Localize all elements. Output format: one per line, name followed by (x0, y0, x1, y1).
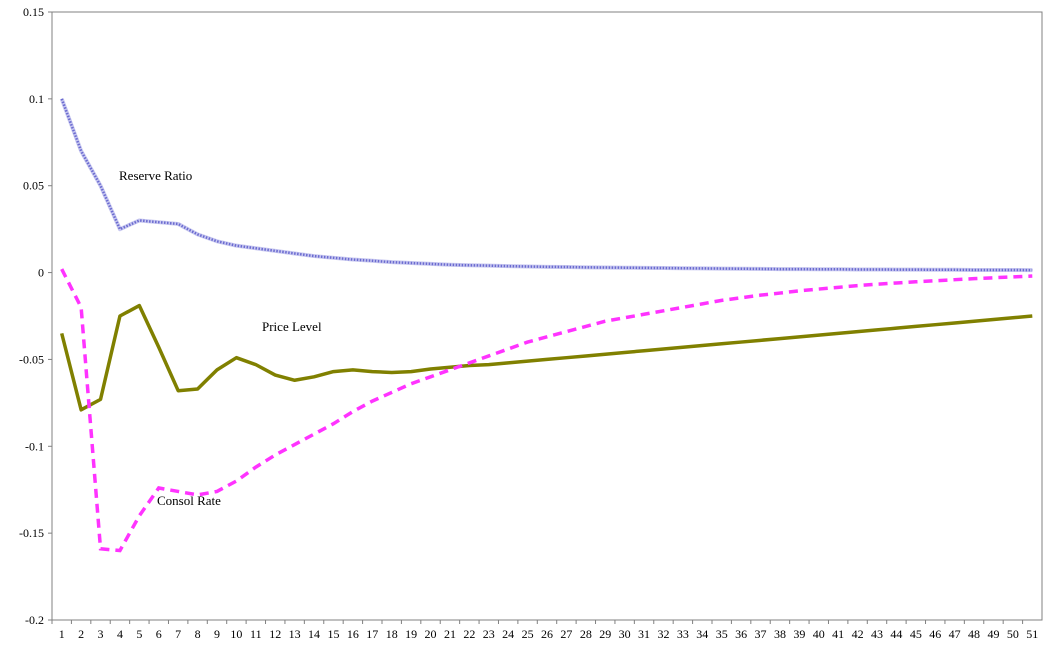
series-reserve-ratio (59, 98, 1033, 273)
x-tick-label: 36 (735, 627, 747, 641)
x-tick-label: 33 (677, 627, 689, 641)
x-tick-label: 12 (269, 627, 281, 641)
y-tick-label: 0 (38, 266, 44, 280)
x-tick-label: 1 (59, 627, 65, 641)
x-tick-label: 4 (117, 627, 123, 641)
annotation-consol-rate: Consol Rate (157, 493, 221, 508)
x-tick-label: 17 (366, 627, 378, 641)
x-tick-label: 28 (580, 627, 592, 641)
series-layer (59, 98, 1033, 553)
x-tick-label: 24 (502, 627, 514, 641)
y-tick-label: -0.05 (19, 352, 44, 366)
annotations: Reserve Ratio Price Level Consol Rate (119, 168, 322, 508)
x-tick-label: 41 (832, 627, 844, 641)
annotation-price-level: Price Level (262, 319, 322, 334)
x-tick-label: 2 (78, 627, 84, 641)
x-tick-label: 10 (230, 627, 242, 641)
x-tick-label: 40 (813, 627, 825, 641)
x-tick-label: 29 (599, 627, 611, 641)
x-tick-label: 27 (560, 627, 572, 641)
y-tick-label: 0.05 (23, 179, 44, 193)
x-tick-label: 42 (852, 627, 864, 641)
series-line-reserve-ratio (60, 98, 1033, 272)
x-tick-label: 51 (1026, 627, 1038, 641)
series-consol-rate (60, 268, 1033, 553)
x-tick-label: 21 (444, 627, 456, 641)
series-line-consol-rate (60, 268, 1033, 553)
x-tick-label: 26 (541, 627, 553, 641)
x-tick-label: 50 (1007, 627, 1019, 641)
x-tick-label: 13 (289, 627, 301, 641)
x-tick-label: 31 (638, 627, 650, 641)
x-tick-label: 46 (929, 627, 941, 641)
x-tick-label: 6 (156, 627, 162, 641)
y-tick-label: 0.15 (23, 5, 44, 19)
series-line-reserve-ratio-halo (59, 98, 1033, 273)
annotation-reserve-ratio: Reserve Ratio (119, 168, 192, 183)
y-tick-label: -0.1 (25, 439, 44, 453)
x-tick-label: 43 (871, 627, 883, 641)
x-tick-label: 14 (308, 627, 320, 641)
x-tick-label: 39 (793, 627, 805, 641)
x-tick-label: 38 (774, 627, 786, 641)
series-line-price-level (60, 303, 1033, 412)
x-tick-label: 3 (98, 627, 104, 641)
x-tick-label: 15 (327, 627, 339, 641)
x-tick-label: 11 (250, 627, 262, 641)
x-tick-label: 47 (949, 627, 961, 641)
y-tick-label: 0.1 (29, 92, 44, 106)
y-tick-label: -0.15 (19, 526, 44, 540)
x-tick-label: 35 (716, 627, 728, 641)
x-tick-label: 19 (405, 627, 417, 641)
x-tick-label: 48 (968, 627, 980, 641)
plot-area (51, 11, 1043, 621)
x-tick-label: 7 (175, 627, 181, 641)
x-tick-label: 5 (136, 627, 142, 641)
y-axis: 0.15 0.1 0.05 0 -0.05 -0.1 -0.15 -0.2 (19, 5, 52, 627)
x-tick-label: 18 (386, 627, 398, 641)
plot-frame (51, 11, 1043, 621)
series-price-level (60, 303, 1033, 412)
x-tick-label: 16 (347, 627, 359, 641)
x-tick-label: 22 (463, 627, 475, 641)
x-tick-label: 37 (755, 627, 767, 641)
y-tick-label: -0.2 (25, 613, 44, 627)
x-tick-label: 20 (425, 627, 437, 641)
x-tick-label: 30 (619, 627, 631, 641)
x-tick-label: 23 (483, 627, 495, 641)
x-tick-label: 25 (522, 627, 534, 641)
x-axis: 1 2 3 4 5 6 7 8 9 10 11 12 13 14 15 16 17 18 19 20 21 22 23 24 2… (51, 620, 1038, 641)
x-tick-label: 8 (195, 627, 201, 641)
x-tick-label: 34 (696, 627, 708, 641)
x-tick-label: 45 (910, 627, 922, 641)
x-tick-label: 44 (890, 627, 902, 641)
x-tick-label: 9 (214, 627, 220, 641)
x-tick-label: 49 (987, 627, 999, 641)
x-tick-label: 32 (657, 627, 669, 641)
